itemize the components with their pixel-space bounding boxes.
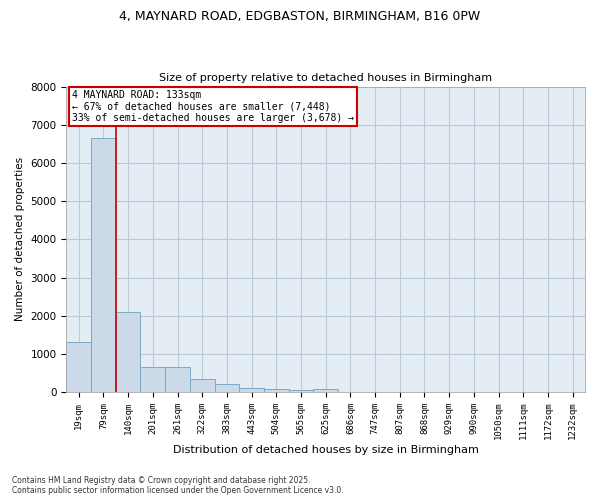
- Title: Size of property relative to detached houses in Birmingham: Size of property relative to detached ho…: [159, 73, 492, 83]
- Y-axis label: Number of detached properties: Number of detached properties: [15, 158, 25, 322]
- Bar: [264, 389, 289, 392]
- Bar: [239, 388, 264, 392]
- Text: 4 MAYNARD ROAD: 133sqm
← 67% of detached houses are smaller (7,448)
33% of semi-: 4 MAYNARD ROAD: 133sqm ← 67% of detached…: [71, 90, 353, 123]
- Bar: [67, 342, 91, 392]
- Bar: [140, 366, 165, 392]
- Bar: [116, 312, 140, 392]
- Bar: [165, 366, 190, 392]
- Text: Contains HM Land Registry data © Crown copyright and database right 2025.
Contai: Contains HM Land Registry data © Crown c…: [12, 476, 344, 495]
- Bar: [91, 138, 116, 392]
- Bar: [313, 390, 338, 392]
- Text: 4, MAYNARD ROAD, EDGBASTON, BIRMINGHAM, B16 0PW: 4, MAYNARD ROAD, EDGBASTON, BIRMINGHAM, …: [119, 10, 481, 23]
- Bar: [190, 380, 215, 392]
- Bar: [289, 390, 313, 392]
- Bar: [215, 384, 239, 392]
- X-axis label: Distribution of detached houses by size in Birmingham: Distribution of detached houses by size …: [173, 445, 479, 455]
